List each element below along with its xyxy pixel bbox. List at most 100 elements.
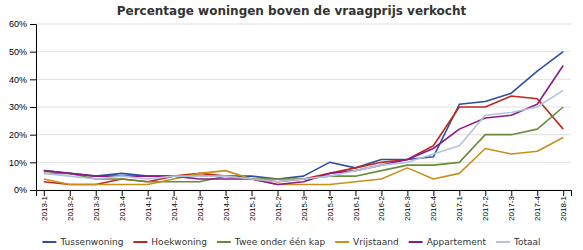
y-tick-mark	[30, 52, 36, 53]
x-tick-mark	[485, 190, 486, 196]
x-tick-mark	[304, 190, 305, 196]
x-tick-label: 2016-3	[403, 195, 412, 220]
x-tick-label: 2017-1	[455, 195, 464, 220]
x-tick-label: 2015-2	[274, 195, 283, 220]
x-tick-mark	[200, 190, 201, 196]
x-tick-label: 2017-2	[481, 195, 490, 220]
grid-line	[36, 107, 571, 108]
y-tick: 60%	[9, 19, 36, 29]
x-tick-label: 2017-4	[533, 195, 542, 220]
series-line	[44, 90, 563, 181]
x-tick: 2015-2	[274, 190, 283, 221]
x-axis-line	[37, 191, 572, 197]
legend-swatch	[496, 241, 510, 243]
x-tick-label: 2015-3	[300, 195, 309, 220]
y-tick: 20%	[9, 130, 36, 140]
x-tick: 2016-4	[429, 190, 438, 221]
x-tick-mark	[70, 190, 71, 196]
x-tick-mark	[511, 190, 512, 196]
legend-label: Vrijstaand	[353, 237, 399, 247]
series-line	[44, 137, 563, 184]
x-tick: 2015-1	[248, 190, 257, 221]
x-tick: 2013-3	[92, 190, 101, 221]
y-tick-mark	[30, 79, 36, 80]
y-tick-label: 60%	[9, 19, 27, 29]
title: Percentage woningen boven de vraagprijs …	[117, 4, 467, 18]
legend-label: Totaal	[513, 237, 541, 247]
x-tick: 2016-2	[377, 190, 386, 221]
legend-swatch	[335, 241, 349, 243]
lines	[44, 52, 563, 185]
x-tick-mark	[563, 190, 564, 196]
grid-line	[36, 162, 571, 163]
x-axis: 2013-1 2013-2 2013-3 2013-4 2014-1 2014-2 2014…	[37, 190, 572, 221]
x-tick: 2014-1	[144, 190, 153, 221]
x-tick-mark	[96, 190, 97, 196]
y-tick-mark	[30, 162, 36, 163]
x-tick-mark	[381, 190, 382, 196]
x-tick-mark	[459, 190, 460, 196]
x-tick: 2016-1	[352, 190, 361, 221]
x-tick-mark	[122, 190, 123, 196]
x-tick-mark	[226, 190, 227, 196]
x-tick: 2013-4	[118, 190, 127, 221]
y-tick-label: 30%	[9, 102, 27, 112]
legend-item: Appartement	[409, 237, 487, 247]
x-tick-label: 2014-3	[196, 195, 205, 220]
x-tick-mark	[252, 190, 253, 196]
x-tick-label: 2016-2	[377, 195, 386, 220]
grid-line	[36, 79, 571, 80]
x-tick-mark	[407, 190, 408, 196]
legend-item: Vrijstaand	[335, 237, 399, 247]
legend-swatch	[217, 241, 231, 243]
x-tick-mark	[148, 190, 149, 196]
chart: Percentage woningen boven de vraagprijs …	[0, 0, 583, 250]
y-tick-mark	[30, 190, 36, 191]
x-tick: 2017-1	[455, 190, 464, 221]
x-tick-mark	[44, 190, 45, 196]
x-tick-label: 2013-2	[66, 195, 75, 220]
legend-item: Totaal	[496, 237, 541, 247]
legend-label: Hoekwoning	[151, 237, 207, 247]
legend-item: Twee onder één kap	[217, 237, 326, 247]
x-tick-label: 2015-4	[326, 195, 335, 220]
x-tick-label: 2015-1	[248, 195, 257, 220]
x-tick: 2015-3	[300, 190, 309, 221]
y-tick-mark	[30, 24, 36, 25]
grid-line	[36, 24, 571, 25]
y-tick: 40%	[9, 75, 36, 85]
legend-swatch	[409, 241, 423, 243]
x-tick-label: 2017-3	[507, 195, 516, 220]
grid-line	[36, 51, 571, 52]
y-axis: 0%10%20%30%40%50%60%	[9, 19, 37, 195]
y-tick-label: 10%	[9, 158, 27, 168]
grid	[36, 24, 571, 190]
x-tick-label: 2014-4	[222, 195, 231, 220]
legend-label: Tussenwoning	[59, 237, 123, 247]
legend-swatch	[42, 241, 56, 243]
x-tick-mark	[537, 190, 538, 196]
x-tick: 2013-2	[66, 190, 75, 221]
legend-item: Hoekwoning	[133, 237, 207, 247]
x-tick: 2015-4	[326, 190, 335, 221]
x-tick: 2017-3	[507, 190, 516, 221]
x-tick-label: 2014-2	[170, 195, 179, 220]
y-tick-mark	[30, 107, 36, 108]
plot: 0%10%20%30%40%50%60%2013-12013-22013-320…	[9, 19, 572, 221]
x-tick: 2014-2	[170, 190, 179, 221]
x-tick-mark	[329, 190, 330, 196]
y-tick: 0%	[14, 185, 36, 195]
y-tick-label: 20%	[9, 130, 27, 140]
x-tick: 2018-1	[559, 190, 568, 221]
legend-swatch	[133, 241, 147, 243]
x-tick-label: 2016-1	[352, 195, 361, 220]
x-tick-label: 2016-4	[429, 195, 438, 220]
x-tick-label: 2013-4	[118, 195, 127, 220]
x-tick: 2013-1	[40, 190, 49, 221]
x-tick-mark	[433, 190, 434, 196]
x-tick: 2017-2	[481, 190, 490, 221]
x-tick: 2016-3	[403, 190, 412, 221]
y-axis-line	[30, 25, 37, 191]
legend-label: Appartement	[427, 237, 487, 247]
x-tick-mark	[355, 190, 356, 196]
